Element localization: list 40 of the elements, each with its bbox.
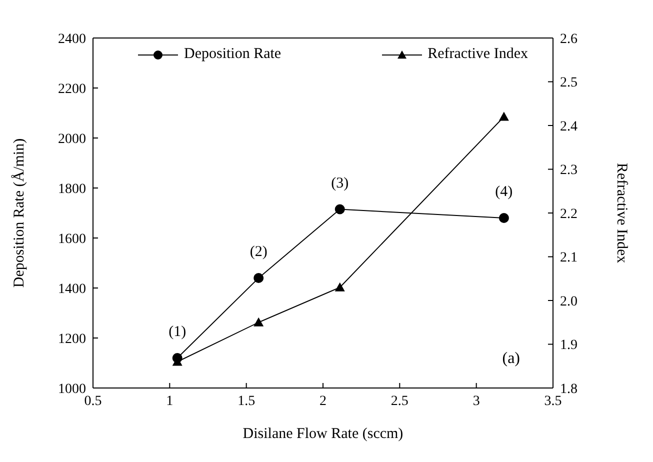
y-tick-label: 1400 [58,282,86,297]
annotation: (1) [168,324,186,340]
point [498,112,509,121]
x-tick-label: 1 [166,394,174,409]
y-tick-label: 2200 [58,82,86,97]
y-tick-label: 1200 [58,332,86,347]
x-tick-label: 0.5 [84,394,102,409]
x-tick-label: 2.5 [390,394,408,409]
x-tick-label: 3 [472,394,480,409]
y-tick-label: 1000 [58,382,86,397]
annotation: (2) [250,244,268,260]
y2-tick-label: 1.9 [560,338,578,354]
y2-tick-label: 2.3 [560,163,578,178]
x-tick-label: 1.5 [238,394,256,409]
y2-tick-label: 2.4 [560,119,578,134]
y2-tick-label: 1.8 [560,382,578,397]
y2-tick-label: 2.6 [560,32,578,47]
point [254,317,264,326]
annotation: (a) [502,350,520,368]
legend-label: Refractive Index [428,46,528,63]
point [334,282,345,292]
point [254,273,264,283]
legend-label: Deposition Rate [184,46,282,63]
y-tick-label: 1800 [58,182,86,197]
y2-tick-label: 2.1 [560,250,578,266]
y2-axis-title: Refractive Index [614,162,630,264]
y-tick-label: 2400 [58,32,86,47]
y-tick-label: 1600 [58,232,86,247]
y-tick-label: 2000 [58,132,86,147]
y2-tick-label: 2.5 [560,76,578,91]
x-tick-label: 3.5 [544,394,562,409]
y2-tick-label: 2.0 [560,294,578,310]
y-axis-title: Deposition Rate (Å/min) [10,138,28,288]
annotation: (3) [331,175,349,192]
point [334,204,345,214]
annotation: (4) [495,184,513,200]
y2-tick-label: 2.2 [560,206,578,222]
point [498,213,509,223]
x-tick-label: 2 [320,394,326,409]
x-axis-title: Disilane Flow Rate (sccm) [242,426,404,442]
